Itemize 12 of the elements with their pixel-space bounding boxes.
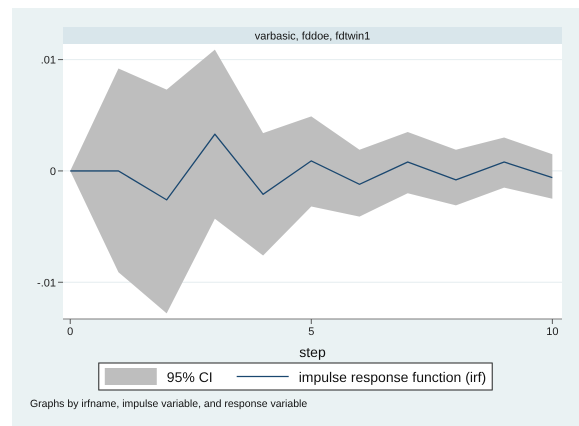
x-tick-label: 5 xyxy=(308,326,314,338)
y-tick-label: .01 xyxy=(40,54,56,67)
line-series xyxy=(70,134,554,201)
chart-title: varbasic, fddoe, fdtwin1 xyxy=(254,30,370,42)
x-axis-title: step xyxy=(299,344,326,360)
x-tick-label: 10 xyxy=(546,326,558,338)
x-tick-label: 0 xyxy=(67,326,74,338)
y-tick-label: -.01 xyxy=(37,277,56,290)
y-tick-label: 0 xyxy=(50,166,56,178)
text: Graphs by irfname, impulse variable, and response variable xyxy=(30,398,308,410)
legend-label: impulse response function (irf) xyxy=(298,369,486,385)
text: 95% CI xyxy=(166,369,213,385)
